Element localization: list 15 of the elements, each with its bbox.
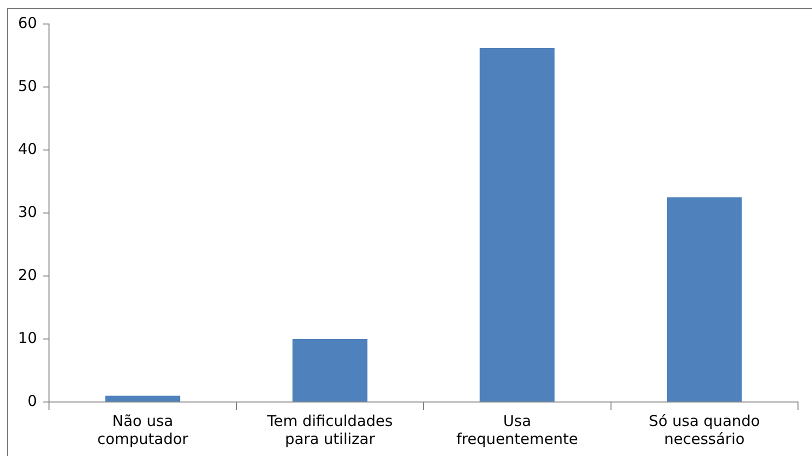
bar <box>666 197 742 402</box>
y-tick-label: 10 <box>18 328 38 347</box>
x-tick-label: Usa frequentemente <box>456 412 578 448</box>
x-tick-label: Não usa computador <box>97 412 190 448</box>
y-tick-label: 0 <box>28 392 38 410</box>
x-tick-label: Só usa quando necessário <box>648 412 760 448</box>
bar <box>480 48 555 402</box>
bar <box>292 339 368 402</box>
y-tick-label: 40 <box>18 140 38 158</box>
y-tick-label: 30 <box>18 202 38 221</box>
y-tick-label: 20 <box>18 266 38 284</box>
y-tick-label: 60 <box>18 14 38 32</box>
y-tick-label: 50 <box>18 76 38 95</box>
bar <box>105 396 180 402</box>
x-tick-label: Tem dificuldades para utilizar <box>266 412 393 448</box>
